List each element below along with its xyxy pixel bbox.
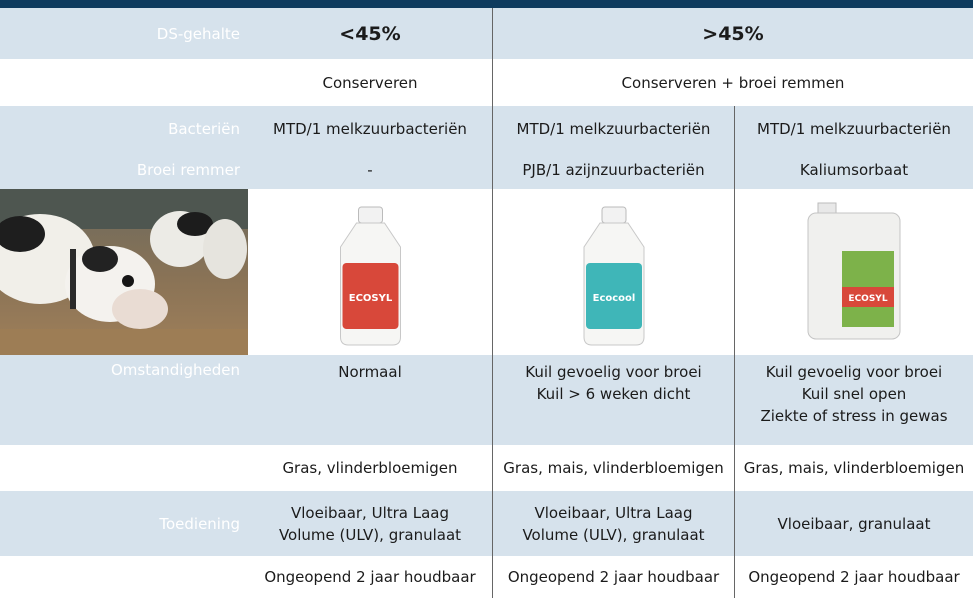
table-cell: Gras, mais, vlinderbloemigen xyxy=(735,445,973,491)
cell-text: Gras, mais, vlinderbloemigen xyxy=(744,457,964,479)
cell-text: Gras, mais, vlinderbloemigen xyxy=(503,457,723,479)
table-cell: - xyxy=(248,151,493,189)
product-image: ECOSYL xyxy=(735,189,973,355)
product-name: Ecocool xyxy=(593,293,636,304)
table-row: Nadruk Conserveren Conserveren + broei rem… xyxy=(0,59,973,106)
table-row: Gewas Gras, vlinderbloemigen Gras, mais, v… xyxy=(0,445,973,491)
page: DS-gehalte<45%>45%NadrukConserverenConse… xyxy=(0,0,973,605)
header-row: DS-gehalte<45%>45% xyxy=(0,8,973,59)
cell-text: PJB/1 azijnzuurbacteriën xyxy=(522,159,704,181)
cell-text: Kuil > 6 weken dicht xyxy=(537,383,691,405)
table-cell: Normaal xyxy=(248,355,493,445)
cell-text: Ziekte of stress in gewas xyxy=(760,405,947,427)
table-row: Omstandigheden Normaal Kuil gevoelig voor … xyxy=(0,355,973,445)
cell-text: Vloeibaar, granulaat xyxy=(778,513,931,535)
cell-text: Kuil gevoelig voor broei xyxy=(766,361,942,383)
table-cell: Conserveren xyxy=(248,59,493,106)
product-image: ECOSYL xyxy=(248,189,493,355)
table-row: Bewaren Ongeopend 2 jaar houdbaar Ongeopen… xyxy=(0,556,973,598)
table-cell: Ongeopend 2 jaar houdbaar xyxy=(248,556,493,598)
table-cell: MTD/1 melkzuurbacteriën xyxy=(735,106,973,151)
cell-text: Vloeibaar, Ultra Laag xyxy=(291,502,449,524)
cell-text: Volume (ULV), granulaat xyxy=(522,524,704,546)
row-label: Gewas xyxy=(0,445,248,491)
cell-text: MTD/1 melkzuurbacteriën xyxy=(757,118,951,140)
product-name: ECOSYL xyxy=(349,293,393,304)
cell-text: Kuil snel open xyxy=(802,383,907,405)
table-cell: MTD/1 melkzuurbacteriën xyxy=(493,106,735,151)
bottle-cap xyxy=(359,207,383,223)
row-label: DS-gehalte xyxy=(0,8,248,59)
table-cell: PJB/1 azijnzuurbacteriën xyxy=(493,151,735,189)
row-label: Nadruk xyxy=(0,59,248,106)
cell-text: Vloeibaar, Ultra Laag xyxy=(534,502,692,524)
cell-text: - xyxy=(367,159,372,181)
cell-text: Gras, vlinderbloemigen xyxy=(282,457,457,479)
product: ECOSYL xyxy=(735,189,973,355)
table-cell: Ongeopend 2 jaar houdbaar xyxy=(735,556,973,598)
row-label: Bacteriën xyxy=(0,106,248,151)
table-row: Bacteriën MTD/1 melkzuurbacteriën MTD/1 me… xyxy=(0,106,973,151)
cell-text: MTD/1 melkzuurbacteriën xyxy=(273,118,467,140)
bottle-cap xyxy=(602,207,626,223)
row-label: Broei remmer xyxy=(0,151,248,189)
table-row: Broei remmer - PJB/1 azijnzuurbacteriën Kal… xyxy=(0,151,973,189)
table-cell: Ongeopend 2 jaar houdbaar xyxy=(493,556,735,598)
cell-text: Ongeopend 2 jaar houdbaar xyxy=(748,566,959,588)
cell-text: Kuil gevoelig voor broei xyxy=(525,361,701,383)
cell-text: Volume (ULV), granulaat xyxy=(279,524,461,546)
cell-text: Ongeopend 2 jaar houdbaar xyxy=(508,566,719,588)
table-cell: Kaliumsorbaat xyxy=(735,151,973,189)
cell-text: Kaliumsorbaat xyxy=(800,159,908,181)
header-cell: <45% xyxy=(248,8,493,59)
product-name: ECOSYL xyxy=(848,294,887,304)
product: ECOSYL xyxy=(248,189,493,355)
table-cell: Gras, vlinderbloemigen xyxy=(248,445,493,491)
cell-text: Conserveren + broei remmen xyxy=(622,72,845,94)
row-label: Omstandigheden xyxy=(0,355,248,379)
table-cell: Conserveren + broei remmen xyxy=(493,59,973,106)
table-cell: Gras, mais, vlinderbloemigen xyxy=(493,445,735,491)
table-cell: MTD/1 melkzuurbacteriën xyxy=(248,106,493,151)
cell-text: Ongeopend 2 jaar houdbaar xyxy=(264,566,475,588)
product: Ecocool xyxy=(493,189,735,355)
image-row: ECOSYL Ecocool ECOSYL xyxy=(0,189,973,355)
row-label: Toediening xyxy=(0,491,248,556)
table-cell: Vloeibaar, granulaat xyxy=(735,491,973,556)
cell-text: Normaal xyxy=(338,361,401,383)
header-cell: >45% xyxy=(493,8,973,59)
canister-cap xyxy=(818,203,836,213)
top-bar xyxy=(0,0,973,8)
product-image: Ecocool xyxy=(493,189,735,355)
cow-photo xyxy=(0,189,248,355)
row-label: Bewaren xyxy=(0,556,248,598)
cell-text: MTD/1 melkzuurbacteriën xyxy=(517,118,711,140)
cell-text: Conserveren xyxy=(322,72,417,94)
